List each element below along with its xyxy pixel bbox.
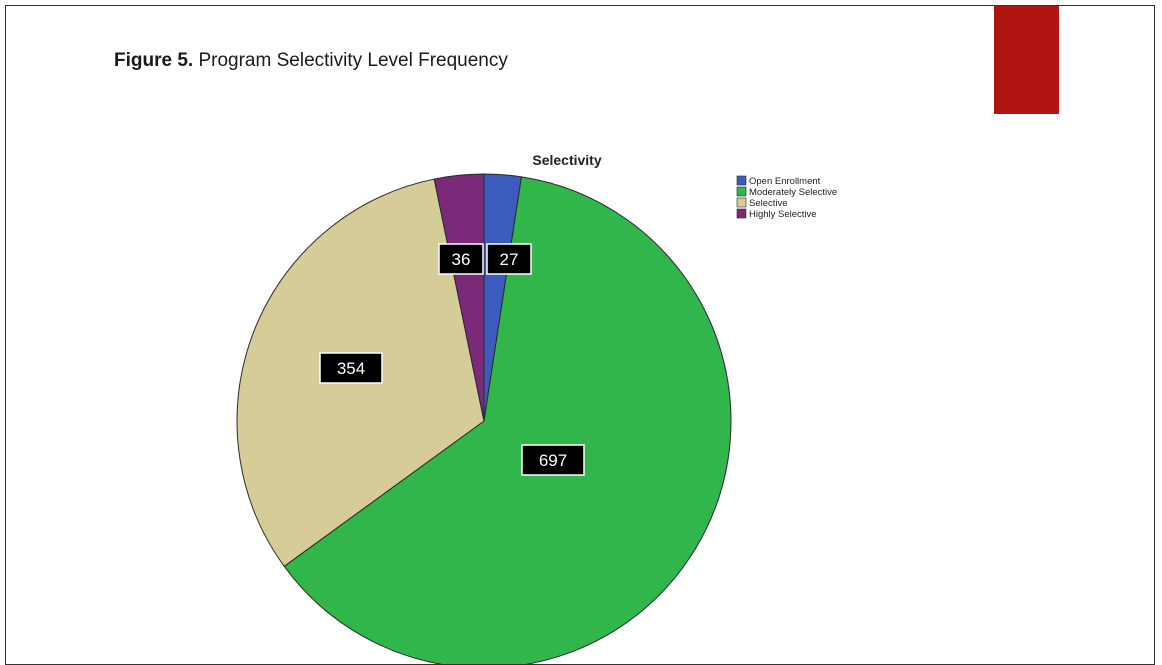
data-labels: 27 697 354 36	[319, 243, 585, 476]
pie-slice-highly-selective	[433, 173, 485, 422]
figure-caption-text: Program Selectivity Level Frequency	[198, 50, 508, 71]
data-label-value: 36	[452, 250, 471, 269]
data-label-box	[319, 352, 383, 384]
legend-label: Selective	[749, 198, 788, 209]
legend-swatch	[736, 175, 747, 186]
data-label-open-enrollment: 27	[486, 243, 532, 275]
legend-item-selective: Selective	[736, 197, 788, 209]
legend-swatch	[736, 197, 747, 208]
pie-chart: Selectivity 27 697 354 36 Open EnrollmentMo…	[236, 152, 837, 664]
data-label-box	[438, 243, 484, 275]
data-label-selective: 354	[319, 352, 383, 384]
legend-label: Highly Selective	[749, 209, 817, 220]
legend-item-highly-selective: Highly Selective	[736, 208, 817, 220]
data-label-moderately-selective: 697	[521, 444, 585, 476]
pie-slices	[236, 173, 732, 664]
legend-item-moderately-selective: Moderately Selective	[736, 186, 837, 198]
figure-caption: Figure 5. Program Selectivity Level Freq…	[114, 50, 508, 72]
legend-item-open-enrollment: Open Enrollment	[736, 175, 821, 187]
data-label-box	[486, 243, 532, 275]
legend-label: Open Enrollment	[749, 176, 821, 187]
slide: Figure 5. Program Selectivity Level Freq…	[5, 5, 1155, 665]
data-label-value: 354	[337, 359, 365, 378]
accent-block	[994, 6, 1059, 114]
legend-swatch	[736, 186, 747, 197]
legend-swatch	[736, 208, 747, 219]
data-label-value: 27	[500, 250, 519, 269]
data-label-value: 697	[539, 451, 567, 470]
chart-title: Selectivity	[532, 152, 601, 168]
legend-label: Moderately Selective	[749, 187, 837, 198]
data-label-box	[521, 444, 585, 476]
figure-label: Figure 5.	[114, 50, 194, 71]
data-label-highly-selective: 36	[438, 243, 484, 275]
